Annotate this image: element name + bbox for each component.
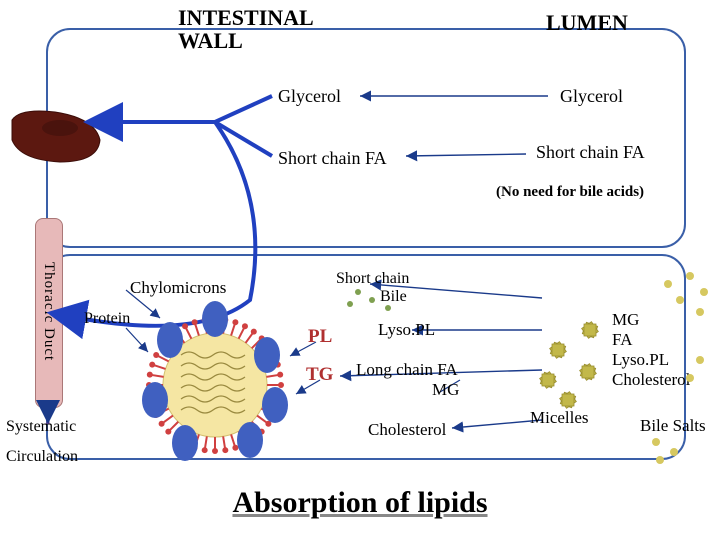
pl-label: PL [308,326,332,348]
no-bile-note: (No need for bile acids) [496,184,644,201]
glycerol-left: Glycerol [278,86,341,107]
mg-label: MG [432,380,459,400]
lysopl-label: Lyso.PL [378,320,435,340]
title-intestinal-wall: INTESTINAL WALL [178,6,338,52]
title-lumen: LUMEN [546,10,628,36]
footer-title: Absorption of lipids [0,486,720,520]
short-chain-label: Short chain [336,270,409,288]
micelles-label: Micelles [530,408,589,428]
bile-salts-label: Bile Salts [640,416,706,436]
chylomicrons-label: Chylomicrons [130,278,226,298]
list-lysopl: Lyso.PL [612,350,669,370]
scfa-right: Short chain FA [536,142,645,163]
list-chol: Cholesterol [612,370,690,390]
bile-label: Bile [380,288,407,306]
circulation-label: Circulation [6,448,78,466]
thoracic-label: Thoracic Duct [40,262,57,392]
glycerol-right: Glycerol [560,86,623,107]
long-fa-label: Long chain FA [356,360,458,380]
list-mg: MG [612,310,639,330]
cholesterol-label: Cholesterol [368,420,446,440]
systematic-label: Systematic [6,418,76,436]
tg-label: TG [306,364,333,386]
scfa-left: Short chain FA [278,148,387,169]
top-box [46,28,686,248]
protein-label: Protein [84,310,130,328]
list-fa: FA [612,330,632,350]
